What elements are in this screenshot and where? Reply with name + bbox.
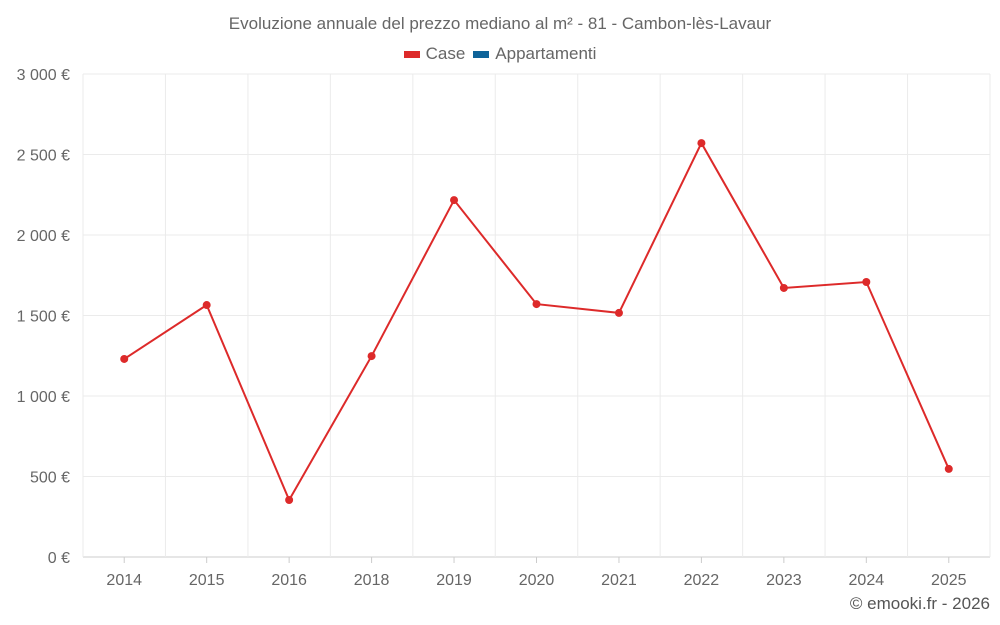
y-tick-label: 2 000 € <box>17 228 70 245</box>
y-tick-label: 2 500 € <box>17 148 70 165</box>
credit: © emooki.fr - 2026 <box>849 594 990 613</box>
x-tick-label: 2023 <box>766 572 802 589</box>
legend: Case Appartamenti <box>0 44 1000 64</box>
legend-item-appartamenti[interactable]: Appartamenti <box>473 44 596 64</box>
x-tick-label: 2022 <box>684 572 720 589</box>
data-point <box>697 139 706 148</box>
legend-item-case[interactable]: Case <box>403 44 466 64</box>
data-point <box>944 464 953 473</box>
y-tick-label: 1 000 € <box>17 389 70 406</box>
y-tick-label: 0 € <box>48 550 70 567</box>
y-tick-label: 1 500 € <box>17 309 70 326</box>
x-tick-label: 2025 <box>931 572 967 589</box>
x-tick-label: 2015 <box>189 572 225 589</box>
chart-title: Evoluzione annuale del prezzo mediano al… <box>228 14 772 33</box>
x-tick-label: 2024 <box>849 572 885 589</box>
data-point <box>532 300 541 309</box>
y-tick-label: 3 000 € <box>17 67 70 84</box>
data-point <box>367 352 376 361</box>
data-point <box>862 278 871 287</box>
data-point <box>120 354 129 363</box>
data-point <box>614 308 623 317</box>
legend-label-appartamenti: Appartamenti <box>495 44 597 63</box>
legend-swatch-case <box>403 50 420 58</box>
legend-label-case: Case <box>425 44 466 63</box>
x-tick-label: 2014 <box>106 572 142 589</box>
data-point <box>450 196 459 205</box>
data-point <box>285 496 294 505</box>
data-point <box>202 301 211 310</box>
y-tick-label: 500 € <box>30 470 70 487</box>
x-tick-label: 2016 <box>271 572 307 589</box>
x-tick-label: 2019 <box>436 572 472 589</box>
data-point <box>779 283 788 292</box>
legend-swatch-appartamenti <box>473 50 490 58</box>
x-tick-label: 2021 <box>601 572 637 589</box>
x-tick-label: 2020 <box>519 572 555 589</box>
x-tick-label: 2018 <box>354 572 390 589</box>
